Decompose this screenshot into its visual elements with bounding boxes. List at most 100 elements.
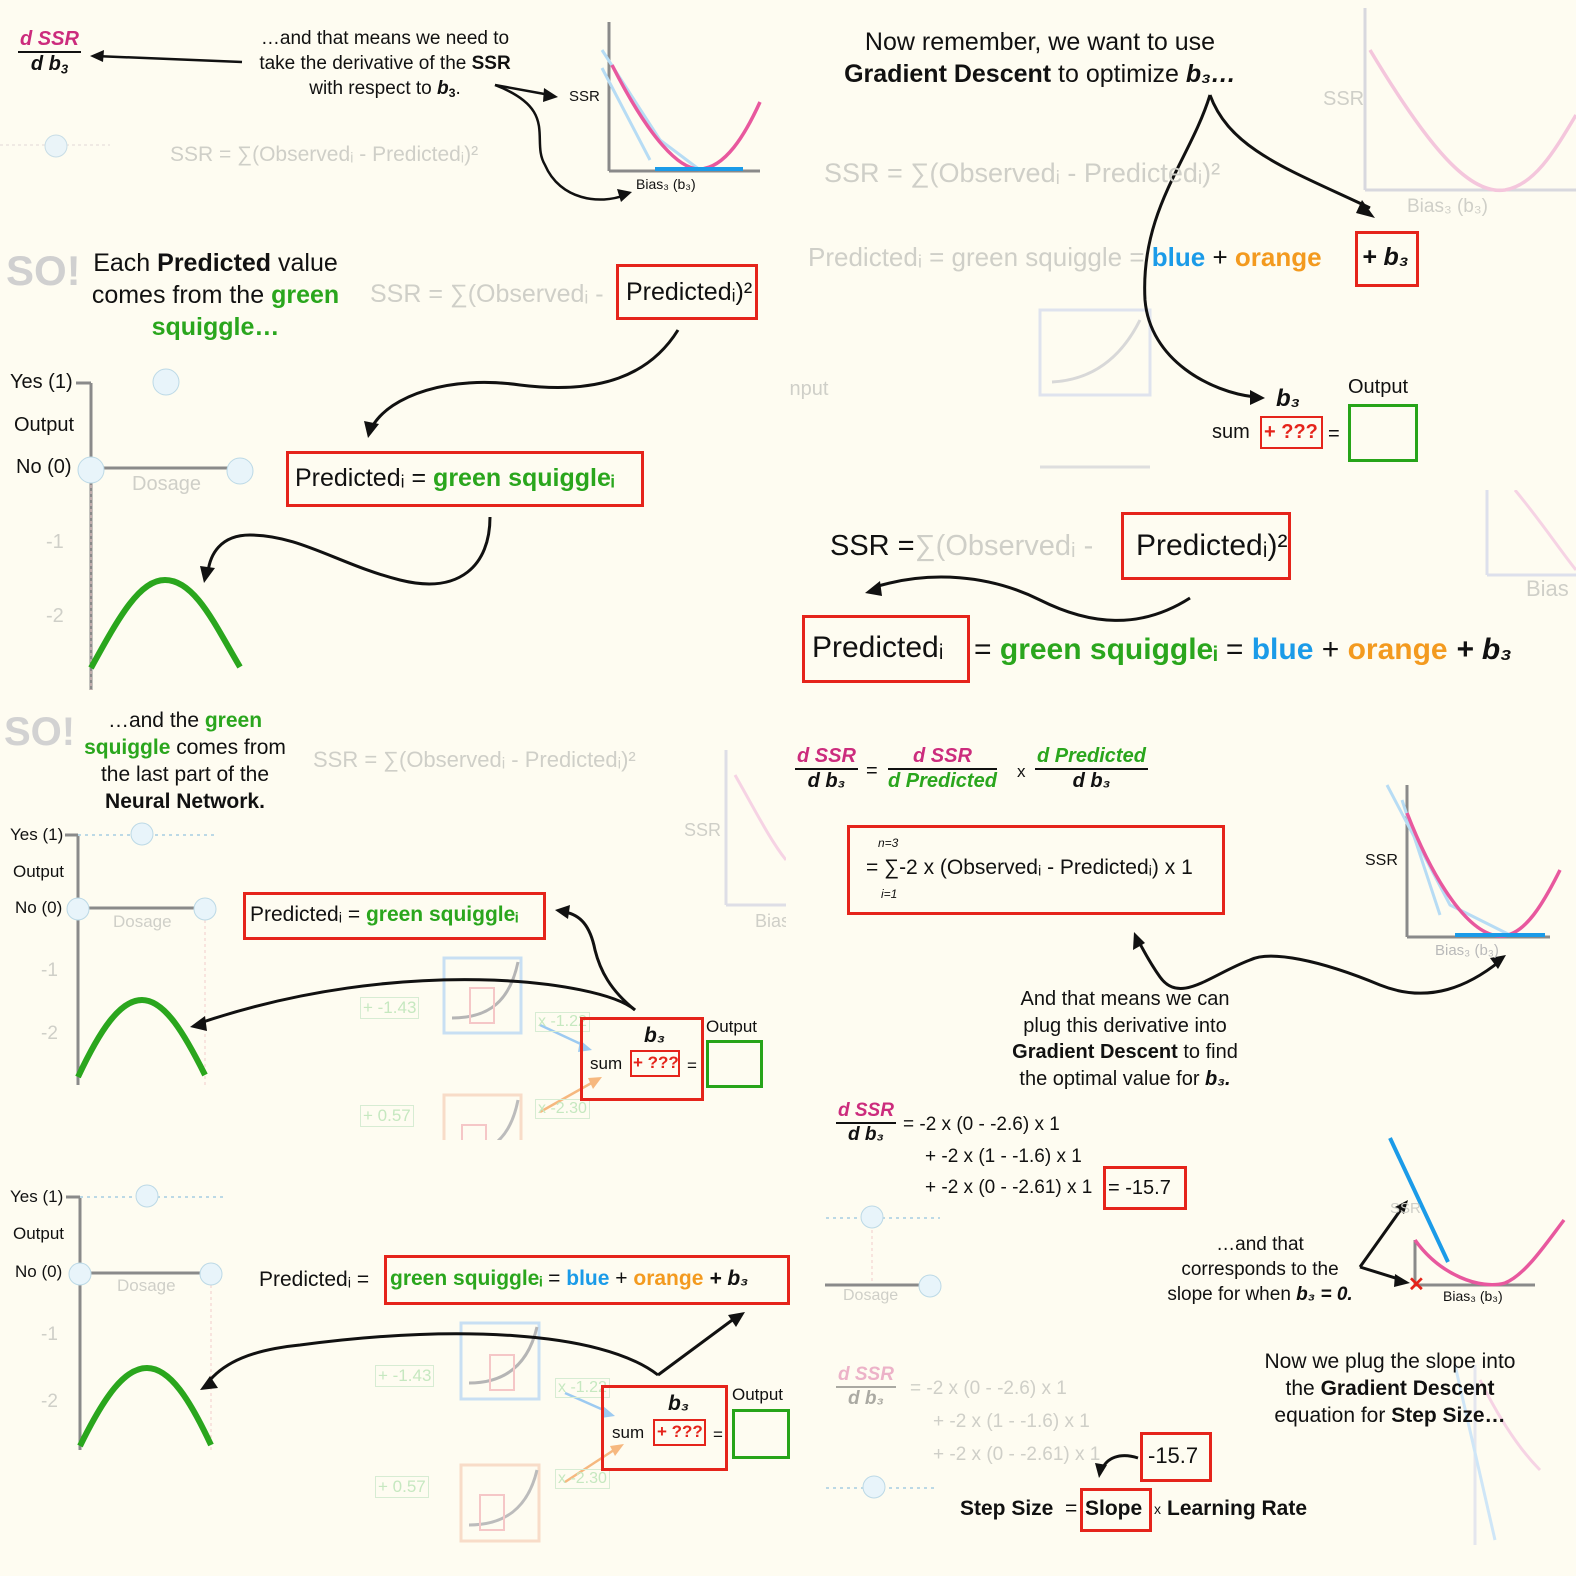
tangent-line: [1388, 1137, 1450, 1263]
panel3-graphics: SO!: [6, 247, 680, 690]
unknown-box: [653, 1419, 706, 1446]
yes-label: Yes (1): [10, 371, 73, 393]
eq-text: Predictedᵢ =: [250, 903, 366, 926]
arrow-to-sum: [1143, 94, 1256, 399]
arrow-head: [1250, 390, 1265, 405]
calc-line-1: = -2 x (0 - -2.6) x 1: [903, 1114, 1060, 1135]
eq-green: green squiggleᵢ: [433, 464, 615, 492]
predicted-equation-box: [286, 451, 644, 507]
numerator: d SSR: [795, 745, 858, 770]
faint-red-box: [461, 1124, 487, 1140]
faint-activation-curve: [1051, 319, 1142, 384]
derivative-formula: = ∑-2 x (Observedᵢ - Predictedᵢ) x 1: [866, 856, 1193, 879]
slope-box: [1080, 1488, 1152, 1532]
fraction-dssr-dpred: d SSR d Predicted: [888, 745, 997, 793]
output-axis-label: Output: [13, 1224, 65, 1243]
faint-curve: [1478, 1379, 1542, 1472]
faint-ssr-equation: SSR = ∑(Observedᵢ - Predictedᵢ)²: [313, 747, 636, 772]
sum-box: [601, 1385, 728, 1471]
faint-value: + -1.43: [375, 1365, 435, 1387]
eq-b3: + b₃: [703, 1267, 749, 1290]
output-box: [732, 1409, 790, 1459]
node-right: [199, 1262, 223, 1286]
green-squiggle: [88, 576, 243, 670]
eq-blue: blue: [1151, 242, 1206, 272]
arrow-to-equation: [564, 910, 636, 1012]
arrow-head: [728, 1312, 745, 1327]
bias-axis-label: Bias₃ (b₃): [636, 176, 696, 192]
caption-line: …and that: [1216, 1234, 1304, 1255]
dosage-label: Dosage: [113, 912, 172, 931]
no-label: No (0): [15, 1262, 63, 1281]
panel8-graphics: ✕: [825, 1137, 1566, 1545]
panel-ssr-predicted-chain: SSR = ∑(Observedᵢ - Predictedᵢ)² Predict…: [790, 490, 1576, 700]
orange-arrow: [539, 1079, 596, 1114]
faint-value: x -2.30: [555, 1469, 610, 1489]
eq-sign: =: [974, 633, 992, 666]
caption-bold: Step Size…: [1391, 1404, 1506, 1427]
caption-b3: b₃ = 0.: [1296, 1284, 1353, 1305]
faint-curve: [1368, 49, 1576, 193]
step-size-caption: Now we plug the slope into the Gradient …: [1250, 1348, 1530, 1429]
faint-orange-box: [442, 1093, 523, 1140]
faint-activation-box: [1038, 308, 1152, 397]
panel5-graphics: SO!: [4, 710, 786, 1140]
node-left: [66, 897, 90, 921]
faint-node: [862, 1475, 886, 1499]
eq-plus: +: [1321, 633, 1340, 666]
panel2-graphics: [1038, 8, 1576, 469]
title-line: Now remember, we want to use: [864, 28, 1216, 56]
sum-lower: i=1: [881, 887, 898, 901]
bias-axis-label: Bias₃ (b₃): [1443, 1288, 1503, 1304]
panel-squiggle-expanded: Yes (1) Output No (0) Dosage -1 -2 Predi…: [0, 1150, 790, 1576]
double-arrow: [1137, 941, 1501, 995]
b3-label: b₃: [668, 1392, 689, 1415]
tick-minus2: -2: [41, 1391, 58, 1412]
b3-equation: Predictedᵢ = green squiggle = blue + ora…: [808, 242, 1322, 272]
tick-minus2: -2: [41, 1023, 58, 1044]
caption-bold: Gradient Descent: [1012, 1041, 1178, 1063]
arrow-to-bias: [494, 83, 626, 201]
numerator: d Predicted: [1035, 745, 1148, 770]
slope-label: Slope: [1085, 1497, 1143, 1520]
eq-b3: + b₃: [1455, 633, 1512, 666]
faint-tangent: [600, 67, 652, 161]
predicted-equation: Predictedᵢ = green squiggleᵢ: [295, 464, 614, 493]
result-value: = -15.7: [1108, 1177, 1171, 1199]
b3-highlight-box: [1355, 231, 1419, 287]
faint-so-logo: SO!: [4, 710, 75, 754]
predicted-i-text: Predictedᵢ: [812, 631, 944, 664]
arrow-head: [543, 88, 558, 102]
predicted-equation: Predictedᵢ = green squiggleᵢ: [250, 903, 518, 927]
caption-line: plug this derivative into: [1023, 1014, 1227, 1037]
unknown-value: + ???: [633, 1053, 679, 1072]
caption-bold: b: [437, 78, 449, 99]
fraction-dssr-db3: d SSR d b₃: [836, 1100, 896, 1146]
title-line: Gradient Descent to optimize b₃…: [820, 58, 1260, 90]
dosage-label: Dosage: [117, 1276, 176, 1295]
dosage-label: Dosage: [843, 1287, 899, 1304]
caption-line: equation for Step Size…: [1250, 1402, 1530, 1429]
caption-line: take the derivative of the SSR: [240, 51, 530, 76]
eq-blue: blue: [566, 1267, 610, 1290]
node-top: [135, 1184, 159, 1208]
arrow-head: [1356, 200, 1375, 218]
arrow-up: [1358, 1207, 1404, 1268]
equals-sign: =: [866, 760, 878, 782]
arrow-head: [364, 421, 379, 438]
blue-arrow: [539, 1023, 586, 1048]
faint-node: [860, 1205, 884, 1229]
output-box: [706, 1040, 763, 1088]
fraction-denominator: d b3: [30, 53, 69, 77]
caption-bold: SSR: [471, 53, 511, 74]
arrow-down-1: [370, 329, 680, 428]
faint-ssr-label: SSR: [684, 820, 722, 840]
caption-line: …and that means we need to: [260, 28, 510, 49]
faint-value: + -1.43: [360, 997, 420, 1019]
caption-line: …and the green: [70, 707, 300, 734]
faint-bias-label: Bias: [1526, 576, 1569, 601]
eq-green: green squiggleᵢ: [999, 633, 1218, 666]
b3-label: b₃: [644, 1024, 665, 1047]
caption-text: the optimal value for: [1019, 1067, 1206, 1090]
blue-arrow: [564, 1391, 609, 1414]
